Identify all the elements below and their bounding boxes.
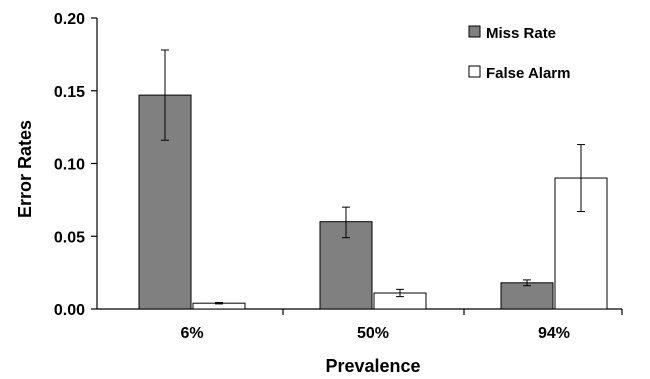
- y-tick-label: 0.10: [54, 157, 85, 174]
- y-tick-label: 0.20: [54, 11, 85, 28]
- bar-miss-rate: [319, 221, 373, 310]
- legend-swatch: [468, 25, 481, 38]
- legend: Miss Rate False Alarm: [468, 25, 571, 82]
- y-tick-label: 0.00: [54, 302, 85, 319]
- legend-label: Miss Rate: [486, 25, 556, 42]
- y-tick-label: 0.05: [54, 229, 85, 246]
- y-axis-title: Error Rates: [15, 120, 35, 218]
- x-axis-title: Prevalence: [325, 356, 420, 376]
- x-tick-label: 94%: [538, 325, 570, 342]
- legend-swatch: [468, 65, 481, 78]
- legend-label: False Alarm: [486, 65, 571, 82]
- x-tick-label: 6%: [180, 325, 203, 342]
- x-tick-label: 50%: [357, 325, 389, 342]
- bar-miss-rate: [500, 282, 554, 310]
- plot-area: 0.00 0.05 0.10 0.15 0.20 6% 50% 94%: [54, 11, 623, 342]
- y-tick-label: 0.15: [54, 84, 85, 101]
